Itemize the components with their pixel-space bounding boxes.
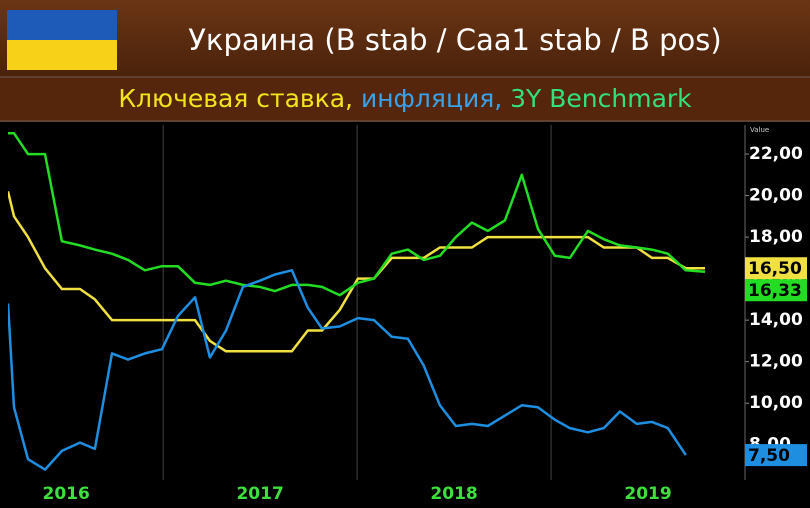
end-value-box	[745, 279, 807, 302]
y-tick-label: 10,00	[749, 393, 803, 413]
subtitle-part: Ключевая ставка,	[118, 84, 361, 113]
y-tick-label: 22,00	[749, 144, 803, 164]
x-tick-label: 2016	[43, 484, 90, 504]
header	[0, 0, 810, 76]
y-tick-label: 14,00	[749, 310, 803, 330]
x-tick-label: 2018	[430, 484, 477, 504]
end-value-label: 7,50	[748, 446, 790, 466]
end-value-label: 16,50	[748, 259, 802, 279]
chart-title: Украина (B stab / Caa1 stab / B pos)	[188, 23, 721, 57]
subtitle-part: 3Y Benchmark	[510, 84, 692, 113]
end-value-box	[745, 444, 807, 467]
end-value-label: 16,33	[748, 281, 802, 301]
plot	[8, 132, 706, 471]
x-tick-label: 2019	[624, 484, 671, 504]
subtitle-band	[0, 78, 810, 120]
subtitle-part: инфляция,	[361, 84, 510, 113]
y-axis-label: Value	[750, 126, 769, 134]
y-tick-label: 20,00	[749, 186, 803, 206]
flag-blue	[7, 10, 117, 40]
y-tick-label: 18,00	[749, 227, 803, 247]
end-value-box	[745, 257, 807, 280]
y-tick-label: 12,00	[749, 352, 803, 372]
series-line	[8, 132, 706, 297]
x-tick-label: 2017	[236, 484, 283, 504]
flag-yellow	[7, 40, 117, 70]
series-line	[8, 269, 687, 471]
subtitle: Ключевая ставка, инфляция, 3Y Benchmark	[118, 84, 692, 113]
